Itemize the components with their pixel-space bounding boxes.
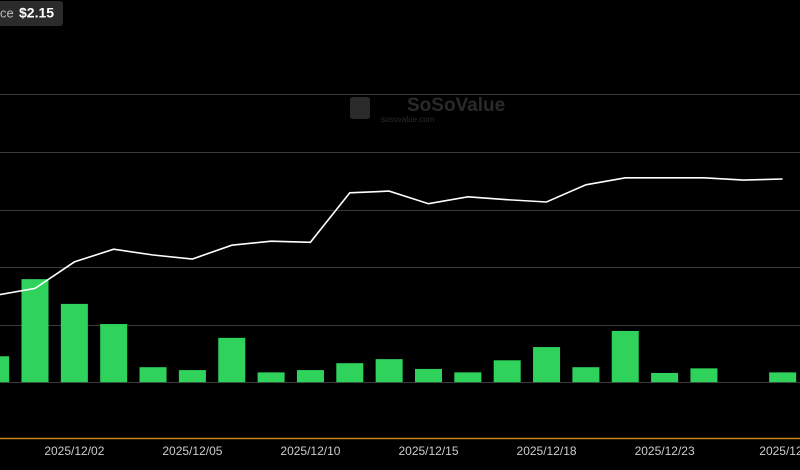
bar <box>257 372 285 383</box>
bar <box>60 303 88 383</box>
x-tick-label: 2025/12/10 <box>280 444 340 458</box>
x-tick-label: 2025/12/23 <box>635 444 695 458</box>
price-line <box>0 177 783 296</box>
price-value: $2.15 <box>19 5 54 21</box>
bar <box>0 356 10 383</box>
watermark-url: sosovalue.com <box>381 115 435 124</box>
x-tick-label: 2025/12/18 <box>517 444 577 458</box>
plot-area <box>0 94 800 383</box>
bar <box>493 360 521 383</box>
bar <box>690 368 718 383</box>
watermark-logo <box>350 97 370 119</box>
x-tick-label: 2025/12/ <box>759 444 800 458</box>
x-tick-label: 2025/12/02 <box>44 444 104 458</box>
bar <box>415 368 442 383</box>
bar <box>139 367 167 383</box>
watermark: SoSoValue <box>407 95 505 116</box>
price-tag <box>0 1 63 26</box>
bar <box>611 330 639 383</box>
x-tick-label: 2025/12/05 <box>162 444 222 458</box>
bar <box>296 370 324 383</box>
bar <box>572 367 600 383</box>
bar <box>218 337 246 383</box>
price-label: ce <box>0 5 14 20</box>
bar <box>375 359 403 383</box>
bar <box>769 372 797 383</box>
bar <box>336 363 364 383</box>
bar <box>178 370 206 383</box>
bar <box>651 372 679 383</box>
bar <box>533 347 561 383</box>
bar <box>454 372 482 383</box>
bar <box>21 279 49 383</box>
bar <box>100 324 128 383</box>
x-tick-label: 2025/12/15 <box>398 444 458 458</box>
